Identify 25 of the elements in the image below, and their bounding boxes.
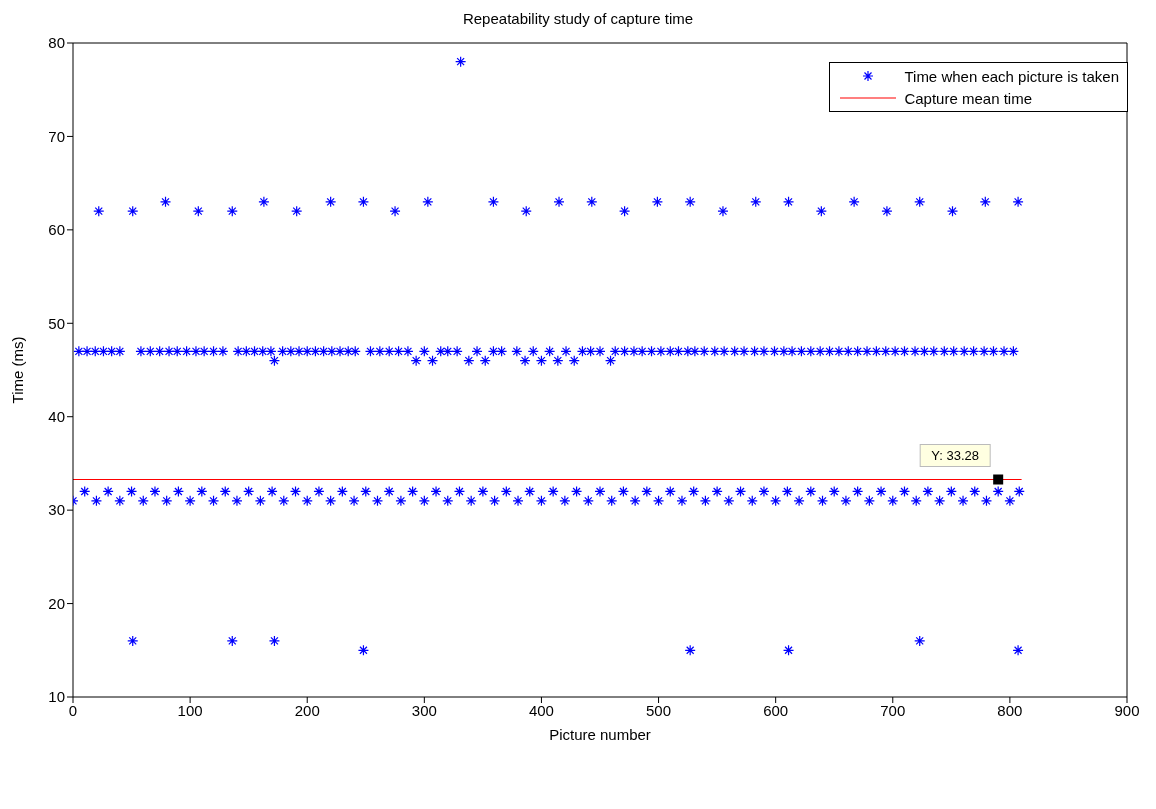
datatip: Y: 33.28 [919, 444, 1004, 485]
x-tick-label: 0 [68, 701, 78, 719]
x-tick-label: 400 [528, 701, 554, 719]
y-tick-label: 80 [48, 34, 65, 52]
x-tick-label: 700 [880, 701, 906, 719]
y-tick-label: 30 [48, 501, 65, 519]
x-tick-label: 800 [997, 701, 1023, 719]
x-tick-label: 200 [294, 701, 320, 719]
y-tick-label: 20 [48, 594, 65, 612]
annotation: Y: 33.28 [931, 448, 980, 464]
x-tick-label: 300 [411, 701, 437, 719]
y-tick-label: 50 [48, 314, 65, 332]
x-tick-label: 600 [763, 701, 789, 719]
legend-label: Capture mean time [904, 89, 1032, 107]
y-tick-label: 70 [48, 127, 65, 145]
y-tick-label: 40 [48, 408, 65, 426]
legend-label: Time when each picture is taken [904, 67, 1119, 85]
x-tick-label: 900 [1114, 701, 1140, 719]
x-axis-title: Picture number [549, 726, 651, 743]
x-tick-label: 500 [646, 701, 672, 719]
y-tick-label: 10 [48, 688, 65, 706]
y-tick-label: 60 [48, 221, 65, 239]
y-axis-title: Time (ms) [9, 336, 27, 404]
x-tick-label: 100 [177, 701, 203, 719]
chart-title: Repeatability study of capture time [461, 9, 695, 29]
